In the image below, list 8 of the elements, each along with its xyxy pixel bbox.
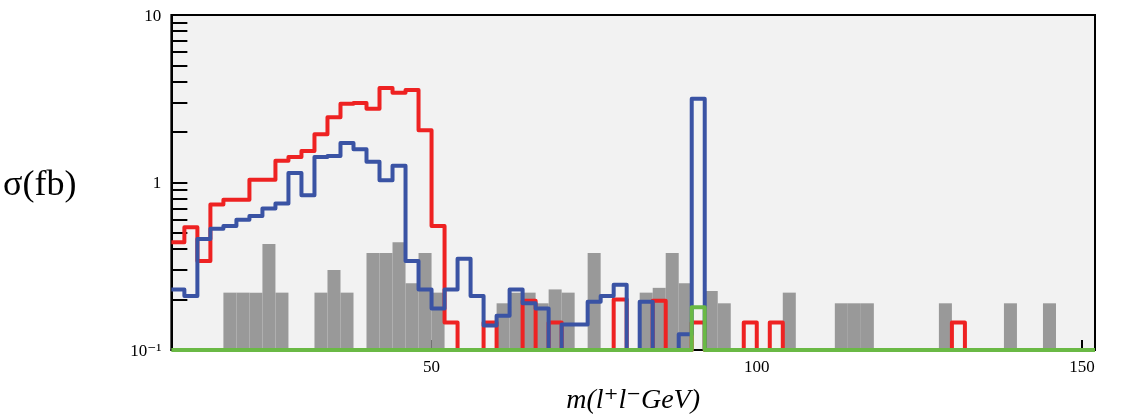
y-tick-label: 10⁻¹ xyxy=(130,340,162,360)
x-tick-label: 50 xyxy=(423,357,441,376)
x-tick-label: 150 xyxy=(1069,357,1095,376)
y-axis-title: σ(fb) xyxy=(3,162,77,203)
y-tick-label: 10 xyxy=(144,5,162,25)
x-axis-title: m(l⁺l⁻GeV) xyxy=(566,382,701,414)
y-tick-label: 1 xyxy=(152,173,162,192)
x-tick-label: 100 xyxy=(744,357,770,376)
